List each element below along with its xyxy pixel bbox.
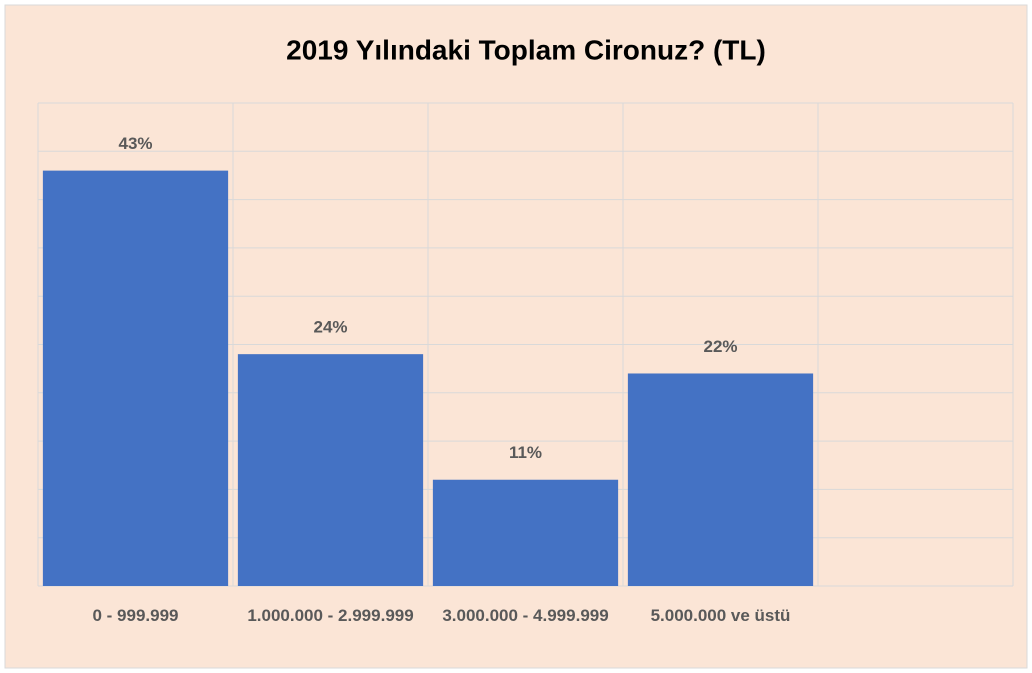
data-label: 22% xyxy=(703,337,737,356)
data-label: 43% xyxy=(118,134,152,153)
x-tick-label: 5.000.000 ve üstü xyxy=(650,606,791,625)
chart-title: 2019 Yılındaki Toplam Cironuz? (TL) xyxy=(286,34,766,65)
data-label: 24% xyxy=(313,318,347,337)
bar xyxy=(432,479,619,586)
x-tick-label: 1.000.000 - 2.999.999 xyxy=(247,606,414,625)
data-label: 11% xyxy=(509,443,542,462)
x-tick-label: 0 - 999.999 xyxy=(92,606,179,625)
bar xyxy=(237,354,424,586)
bar xyxy=(627,373,814,586)
x-tick-label: 3.000.000 - 4.999.999 xyxy=(442,606,609,625)
bar xyxy=(42,170,229,586)
